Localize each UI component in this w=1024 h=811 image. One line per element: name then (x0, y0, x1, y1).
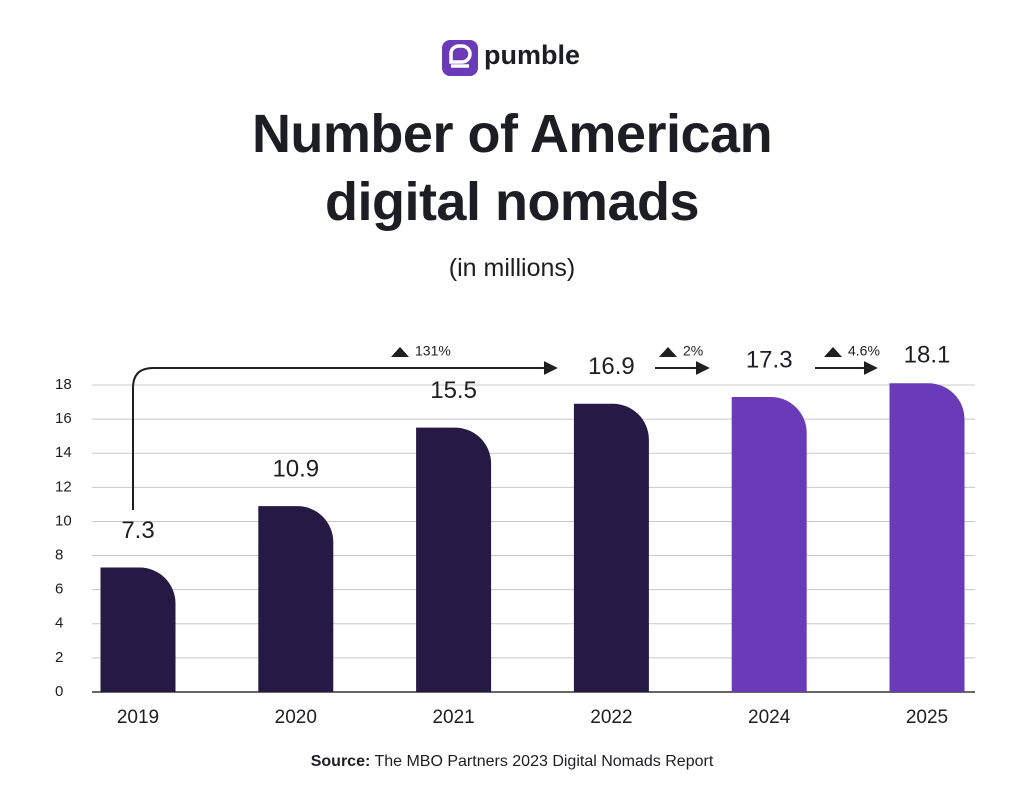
bar (416, 427, 492, 692)
up-triangle (659, 347, 677, 357)
value-label: 7.3 (121, 517, 154, 544)
y-tick-label: 4 (55, 615, 63, 632)
x-tick-label: 2025 (906, 707, 948, 728)
bar (889, 383, 965, 692)
growth-label: 131% (415, 343, 451, 359)
brand: pumble (484, 40, 581, 70)
growth-arrow (132, 361, 558, 510)
up-triangle (391, 347, 409, 357)
growth-label: 2% (683, 343, 703, 359)
y-tick-label: 10 (55, 512, 72, 529)
y-tick-label: 12 (55, 478, 72, 495)
bar (573, 403, 649, 692)
bar (258, 506, 334, 692)
x-tick-label: 2020 (275, 707, 317, 728)
x-tick-label: 2024 (748, 707, 791, 728)
y-tick-label: 16 (55, 410, 72, 427)
bar (100, 567, 176, 692)
source-label: Source: (310, 753, 371, 770)
chart-subtitle: (in millions) (448, 254, 576, 282)
value-label: 15.5 (430, 377, 477, 404)
y-tick-label: 8 (55, 547, 63, 564)
logo-glyph (449, 44, 472, 68)
x-tick-label: 2022 (590, 707, 632, 728)
y-tick-label: 14 (55, 444, 72, 461)
x-tick-label: 2021 (432, 707, 474, 728)
y-tick-label: 18 (55, 376, 72, 393)
x-tick-label: 2019 (117, 707, 159, 728)
up-triangle (824, 347, 842, 357)
value-label: 16.9 (588, 353, 635, 380)
growth-label: 4.6% (848, 343, 880, 359)
source-text: The MBO Partners 2023 Digital Nomads Rep… (374, 753, 714, 770)
value-label: 18.1 (904, 341, 951, 368)
chart-title: Number of American digital nomads (251, 104, 773, 232)
y-tick-label: 0 (55, 683, 63, 700)
y-tick-label: 6 (55, 581, 63, 598)
source: Source: The MBO Partners 2023 Digital No… (0, 753, 1024, 771)
bar (731, 396, 807, 692)
value-label: 10.9 (272, 455, 319, 482)
y-tick-label: 2 (55, 649, 63, 666)
value-label: 17.3 (746, 346, 793, 373)
